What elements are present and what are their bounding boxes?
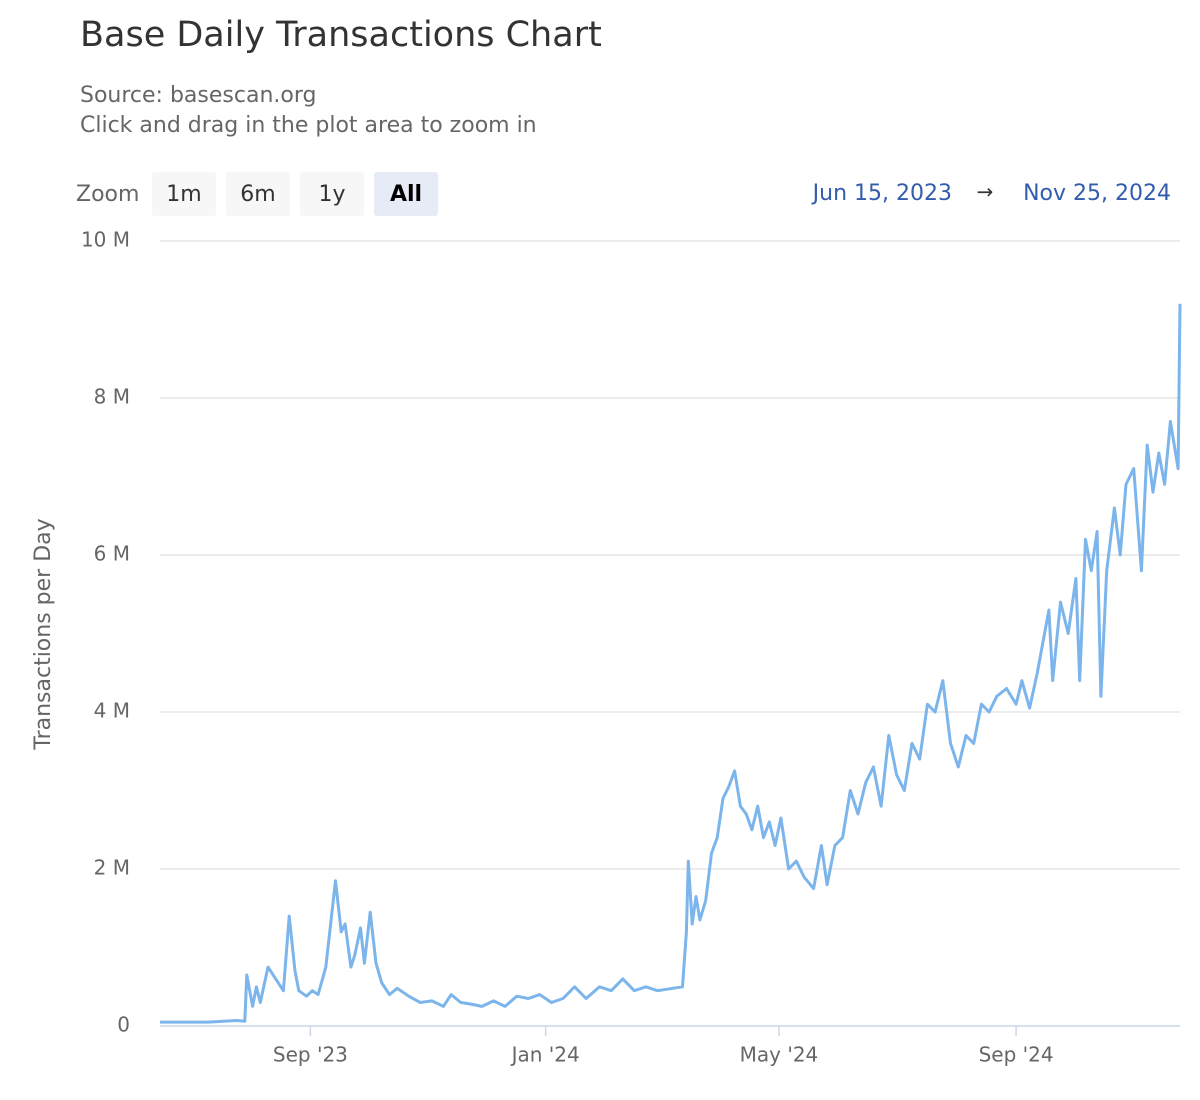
y-tick-label: 6 M: [94, 542, 130, 566]
x-tick-label: Sep '24: [979, 1043, 1054, 1067]
chart-subtitle: Source: basescan.org: [80, 83, 316, 108]
range-from[interactable]: Jun 15, 2023: [811, 181, 952, 206]
y-axis-title: Transactions per Day: [31, 518, 56, 750]
x-tick-label: May '24: [740, 1043, 819, 1067]
chart-caption: Click and drag in the plot area to zoom …: [80, 113, 537, 138]
zoom-button[interactable]: [226, 172, 290, 216]
y-tick-label: 10 M: [81, 228, 130, 252]
range-arrow: →: [977, 180, 994, 204]
zoom-button-label[interactable]: All: [390, 182, 422, 207]
y-tick-label: 8 M: [94, 385, 130, 409]
zoom-label: Zoom: [76, 182, 139, 207]
y-tick-label: 2 M: [94, 856, 130, 880]
zoom-button-label[interactable]: 1m: [166, 182, 201, 207]
zoom-button[interactable]: [300, 172, 364, 216]
y-tick-label: 0: [117, 1013, 130, 1037]
zoom-button-label[interactable]: 1y: [318, 182, 345, 207]
zoom-button[interactable]: [374, 172, 438, 216]
zoom-button-label[interactable]: 6m: [240, 182, 275, 207]
y-tick-label: 4 M: [94, 699, 130, 723]
data-line: [160, 303, 1182, 1024]
chart-title: Base Daily Transactions Chart: [80, 15, 602, 55]
x-tick-label: Sep '23: [273, 1043, 348, 1067]
x-tick-label: Jan '24: [510, 1043, 580, 1067]
range-to[interactable]: Nov 25, 2024: [1023, 181, 1171, 206]
zoom-button[interactable]: [152, 172, 216, 216]
